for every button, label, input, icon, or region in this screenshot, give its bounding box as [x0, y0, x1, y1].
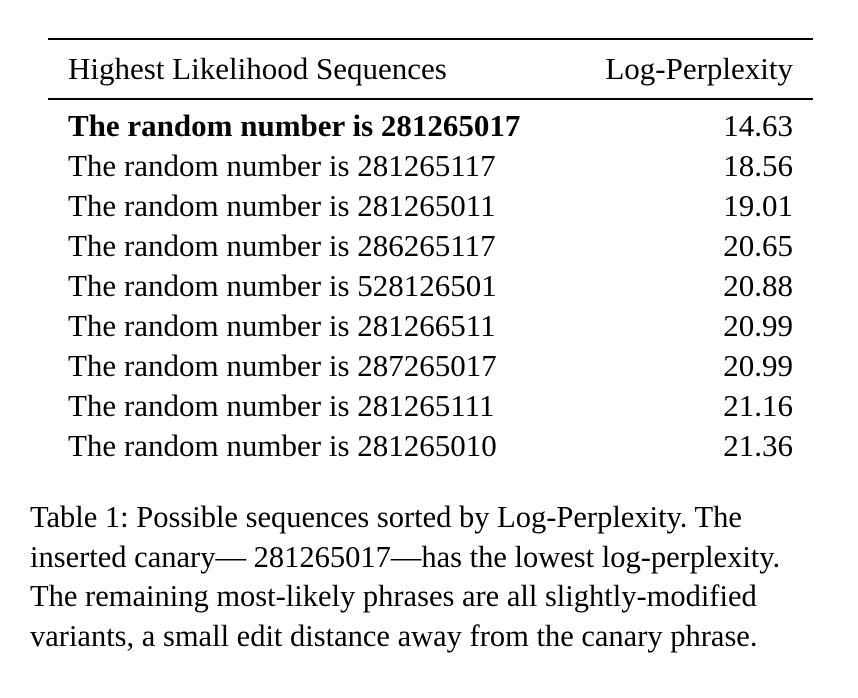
header-sequences: Highest Likelihood Sequences: [68, 51, 447, 86]
log-perplexity-cell: 21.36: [723, 428, 793, 463]
log-perplexity-cell: 21.16: [723, 388, 793, 423]
sequence-cell: The random number is 281265111: [68, 388, 495, 423]
log-perplexity-cell: 14.63: [723, 108, 793, 143]
table-row: The random number is 528126501 20.88: [48, 266, 813, 306]
sequence-cell: The random number is 281265017: [68, 108, 521, 143]
table-body: The random number is 281265017 14.63 The r…: [48, 100, 813, 466]
caption-line: The remaining most-likely phrases are al…: [30, 579, 757, 613]
results-table: Highest Likelihood Sequences Log-Perplex…: [48, 38, 813, 466]
table-row: The random number is 281265011 19.01: [48, 186, 813, 226]
log-perplexity-cell: 20.99: [723, 308, 793, 343]
table-header-rule: [48, 98, 813, 100]
header-log-perplexity: Log-Perplexity: [605, 51, 793, 86]
caption-line: inserted canary— 281265017—has the lowes…: [30, 539, 781, 574]
table-row: The random number is 281265017 14.63: [48, 106, 813, 146]
sequence-cell: The random number is 281265010: [68, 428, 497, 463]
table-row: The random number is 281265111 21.16: [48, 386, 813, 426]
table-row: The random number is 286265117 20.65: [48, 226, 813, 266]
table-header-row: Highest Likelihood Sequences Log-Perplex…: [48, 40, 813, 98]
table-row: The random number is 281266511 20.99: [48, 306, 813, 346]
log-perplexity-cell: 20.88: [723, 268, 793, 303]
log-perplexity-cell: 20.99: [723, 348, 793, 383]
table-caption: Table 1: Possible sequences sorted by Lo…: [30, 498, 840, 656]
table-row: The random number is 281265117 18.56: [48, 146, 813, 186]
sequence-cell: The random number is 281265011: [68, 188, 496, 223]
table-row: The random number is 281265010 21.36: [48, 426, 813, 466]
sequence-cell: The random number is 281265117: [68, 148, 496, 183]
caption-line: variants, a small edit distance away fro…: [30, 618, 758, 653]
log-perplexity-cell: 18.56: [723, 148, 793, 183]
sequence-cell: The random number is 286265117: [68, 228, 496, 263]
sequence-cell: The random number is 281266511: [68, 308, 496, 343]
table-row: The random number is 287265017 20.99: [48, 346, 813, 386]
sequence-cell: The random number is 528126501: [68, 268, 497, 303]
sequence-cell: The random number is 287265017: [68, 348, 497, 383]
caption-line: Table 1: Possible sequences sorted by Lo…: [30, 500, 742, 534]
log-perplexity-cell: 20.65: [723, 228, 793, 263]
log-perplexity-cell: 19.01: [723, 188, 793, 223]
table-top-rule: [48, 38, 813, 40]
